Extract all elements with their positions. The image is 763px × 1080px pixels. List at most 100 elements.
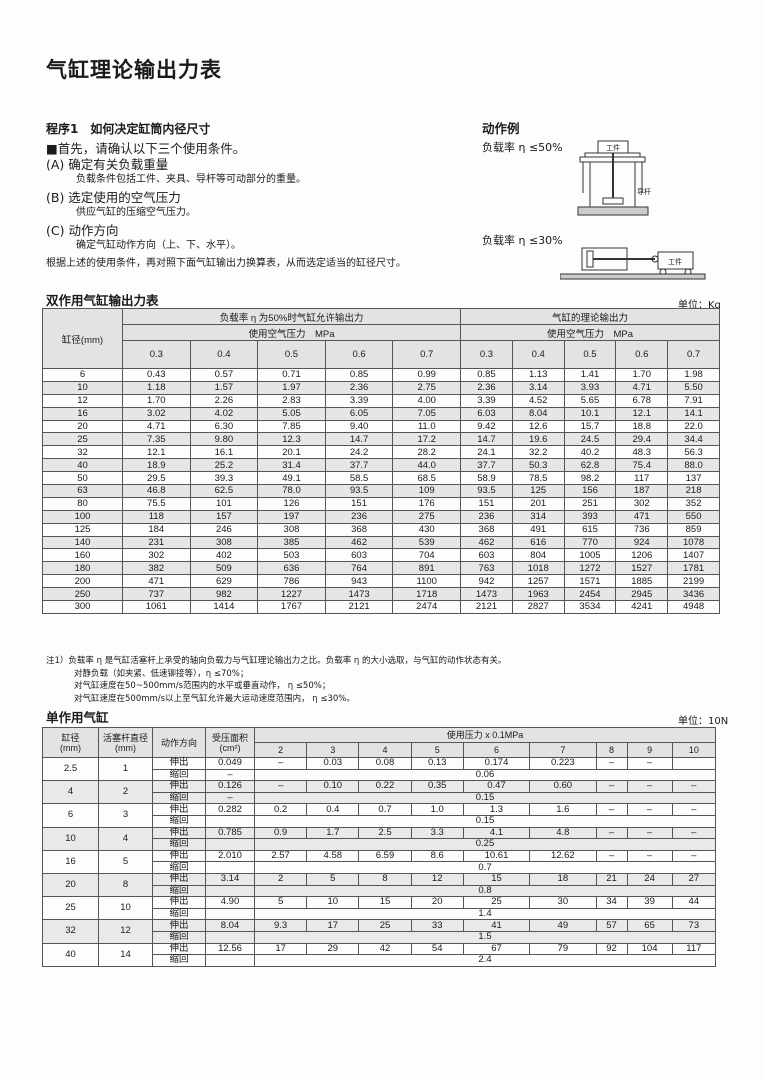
value-cell: – [671, 826, 717, 840]
value-cell: 4.58 [306, 849, 360, 863]
value-cell: 6.05 [324, 406, 394, 421]
workpiece-label: 工件 [606, 143, 620, 152]
value-cell: 9.3 [253, 919, 308, 932]
value-cell: 93.5 [324, 484, 394, 498]
value-cell: 1272 [563, 561, 617, 576]
value-cell: 603 [460, 548, 513, 563]
bore-cell: 300 [42, 600, 123, 614]
value-cell: 0.4 [306, 803, 360, 816]
value-cell: 20.1 [257, 445, 326, 460]
value-cell: 636 [257, 561, 326, 576]
value-cell: 24.5 [563, 432, 617, 447]
value-cell: 33 [410, 919, 464, 932]
value-cell: 3.39 [324, 393, 394, 408]
group1-header: 负载率 η 为50%时气缸允许输出力 [121, 308, 462, 325]
value-cell: 1061 [122, 600, 191, 614]
retract-value-cell: 0.15 [254, 814, 716, 828]
table-row-retract: 缩回 1.4 [43, 907, 716, 921]
value-cell: 982 [189, 587, 259, 602]
pressure-col-header: 0.3 [122, 340, 191, 369]
value-cell: 1781 [667, 561, 720, 576]
value-cell: 891 [392, 561, 462, 576]
note-3: 对气缸速度在50~500mm/s范围内的水平或垂直动作， η ≤50%； [74, 681, 331, 691]
value-cell: 2 [253, 872, 308, 886]
condition-b: (B) 选定使用的空气压力 [46, 190, 181, 205]
example2-label: 负载率 η ≤30% [482, 234, 563, 247]
value-cell: 24.2 [324, 445, 394, 460]
value-cell: 1.13 [511, 368, 565, 382]
table-row: 12 1.70 2.26 2.83 3.39 4.00 3.39 4.52 5.65 6.78 7.… [42, 393, 720, 408]
value-cell: 1.97 [257, 380, 326, 395]
value-cell: 17.2 [392, 432, 462, 447]
value-cell: 5.05 [257, 406, 326, 421]
value-cell: 0.03 [306, 757, 360, 770]
value-cell: 9.42 [460, 419, 513, 434]
value-cell: 236 [460, 509, 513, 524]
retract-value-cell: 0.06 [254, 768, 716, 782]
table-row: 10 1.18 1.57 1.97 2.36 2.75 2.36 3.14 3.93 4.71 5.… [42, 380, 720, 395]
value-cell: 93.5 [460, 484, 513, 498]
value-cell: 14.7 [324, 432, 394, 447]
table-row: 200 471 629 786 943 1100 942 1257 1571 1885 2199 [42, 574, 720, 589]
value-cell: 15 [358, 896, 412, 909]
note-1: 注1）负载率 η 是气缸活塞杆上承受的轴向负载力与气缸理论输出力之比。负载率 η… [46, 656, 507, 666]
pressure-col-header: 0.5 [257, 340, 326, 369]
vertical-cylinder-diagram: 工件 导杆 [577, 140, 651, 216]
value-cell: 942 [460, 574, 513, 589]
value-cell: 2.5 [358, 826, 412, 840]
value-cell: 1.41 [563, 368, 617, 382]
value-cell: 42 [358, 942, 412, 956]
value-cell: 3.14 [511, 380, 565, 395]
value-cell: 603 [324, 548, 394, 563]
table-row: 20 4.71 6.30 7.85 9.40 11.0 9.42 12.6 15.7 18.8 22… [42, 419, 720, 434]
value-cell: 2.57 [253, 849, 308, 863]
pressure-col-header: 2 [253, 742, 308, 758]
pressure-col-header: 0.4 [511, 340, 565, 369]
rod-cell: 4 [98, 826, 153, 851]
value-cell: 17 [253, 942, 308, 956]
value-cell: 4.00 [392, 393, 462, 408]
value-cell: – [595, 849, 628, 863]
value-cell: – [595, 803, 628, 816]
value-cell: – [595, 757, 628, 770]
value-cell: 39 [626, 896, 673, 909]
value-cell: 6.30 [189, 419, 259, 434]
area-cell: – [205, 791, 255, 805]
value-cell: – [595, 780, 628, 793]
note-4: 对气缸速度在500mm/s以上至气缸允许最大运动速度范围内， η ≤30%。 [74, 693, 355, 704]
value-cell: – [626, 803, 673, 816]
value-cell: 0.85 [324, 368, 394, 382]
value-cell: 22.0 [667, 419, 720, 434]
table-row: 250 737 982 1227 1473 1718 1473 1963 2454 2945 343… [42, 587, 720, 602]
table-row: 140 231 308 385 462 539 462 616 770 924 1078 [42, 535, 720, 550]
value-cell: 176 [392, 496, 462, 511]
value-cell: 2454 [563, 587, 617, 602]
value-cell: 2.36 [460, 380, 513, 395]
value-cell: 1414 [189, 600, 259, 614]
value-cell: 92 [595, 942, 628, 956]
value-cell: 49 [529, 919, 597, 932]
value-cell: 2474 [392, 600, 462, 614]
pressure-col-header: 0.6 [615, 340, 669, 369]
value-cell: 0.2 [253, 803, 308, 816]
value-cell: – [671, 780, 717, 793]
bore-header: 缸径(mm) [42, 727, 99, 758]
area-cell: 0.049 [205, 757, 255, 770]
value-cell: 25 [462, 896, 531, 909]
value-cell: 9.40 [324, 419, 394, 434]
value-cell: 5.65 [563, 393, 617, 408]
value-cell: 12.62 [529, 849, 597, 863]
bore-cell: 25 [42, 432, 123, 447]
table2-title: 单作用气缸 [46, 710, 109, 725]
value-cell: 4241 [615, 600, 669, 614]
value-cell: 125 [511, 484, 565, 498]
value-cell: 54 [410, 942, 464, 956]
value-cell: 302 [122, 548, 191, 563]
value-cell: 1.98 [667, 368, 720, 382]
guide-rod-label: 导杆 [637, 187, 651, 196]
value-cell: 368 [460, 522, 513, 537]
table-row: 63 46.8 62.5 78.0 93.5 109 93.5 125 156 187 218 [42, 484, 720, 498]
direction-cell: 伸出 [152, 803, 206, 816]
value-cell: 12.3 [257, 432, 326, 447]
value-cell: 4.8 [529, 826, 597, 840]
